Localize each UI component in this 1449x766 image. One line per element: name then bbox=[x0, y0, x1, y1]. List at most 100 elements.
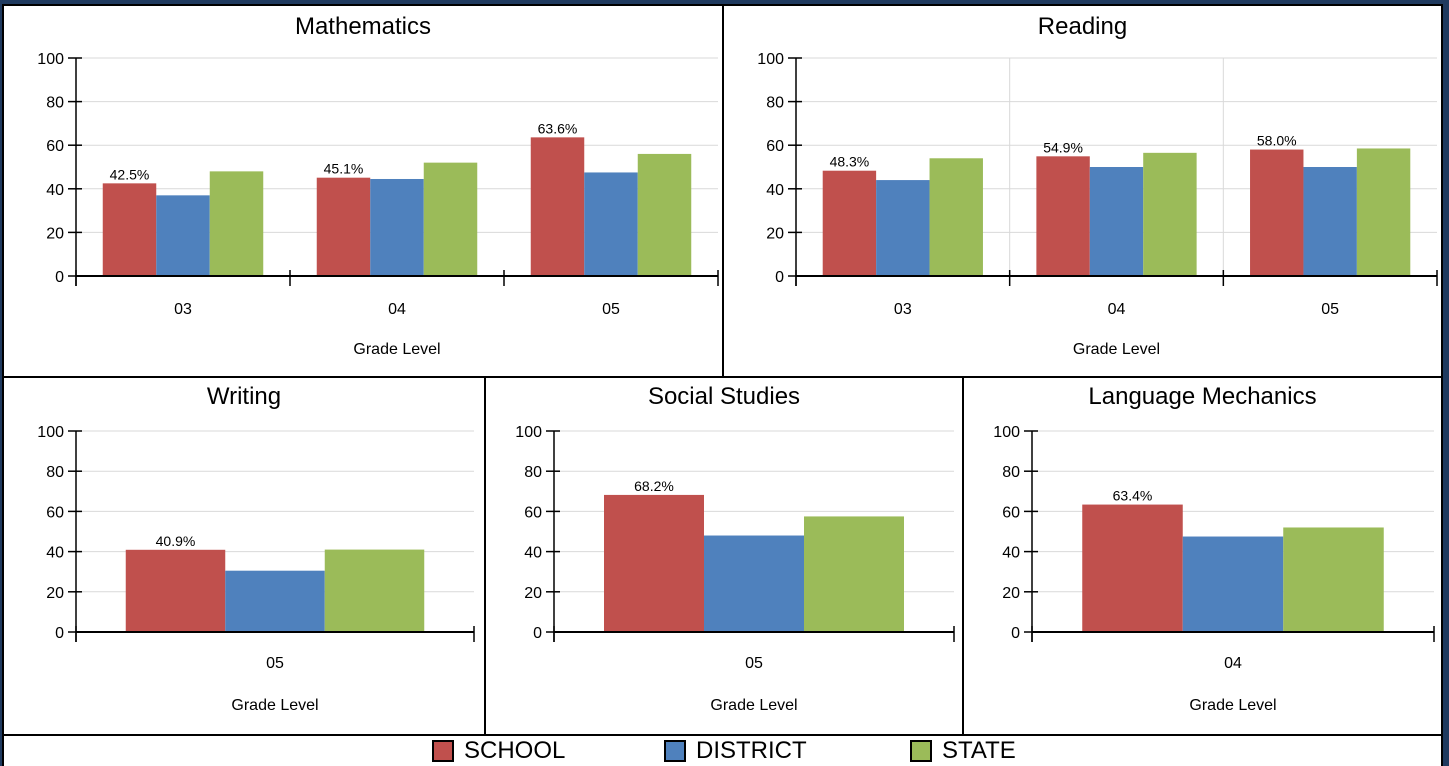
social-studies-y-tick-label: 60 bbox=[524, 504, 542, 521]
social-studies-y-tick-label: 40 bbox=[524, 545, 542, 562]
reading-y-tick-label: 40 bbox=[766, 182, 784, 199]
social-studies-y-tick-label: 80 bbox=[524, 464, 542, 481]
reading-x-tick-label: 03 bbox=[894, 301, 912, 318]
legend-item-state: STATE bbox=[910, 738, 1016, 764]
reading-x-tick-label: 04 bbox=[1108, 301, 1126, 318]
reading-bar-district-03 bbox=[876, 180, 930, 276]
social-studies-data-label-05: 68.2% bbox=[634, 478, 674, 494]
mathematics-bar-school-05 bbox=[530, 137, 585, 276]
reading-data-label-03: 48.3% bbox=[830, 154, 870, 170]
mathematics-bar-state-03 bbox=[209, 171, 264, 276]
writing-x-tick-label: 05 bbox=[266, 655, 284, 672]
reading-bar-school-03 bbox=[822, 170, 877, 276]
mathematics-data-label-04: 45.1% bbox=[324, 161, 364, 177]
social-studies-chart-svg: Social Studies 0 20 40 60 80 100 68.2% 05 Grade L… bbox=[515, 383, 955, 714]
reading-chart-svg: Reading 0 20 40 60 80 100 48.3% 03 54.9% 04 58.0% 05… bbox=[757, 13, 1438, 358]
reading-bar-district-05 bbox=[1303, 167, 1357, 276]
mathematics-chart-title: Mathematics bbox=[295, 13, 431, 40]
mathematics-x-axis-title: Grade Level bbox=[353, 341, 440, 358]
reading-x-tick-label: 05 bbox=[1321, 301, 1339, 318]
mathematics-x-tick-label: 05 bbox=[602, 301, 620, 318]
social-studies-bar-district-05 bbox=[704, 535, 804, 632]
reading-bar-school-05 bbox=[1250, 149, 1304, 276]
mathematics-bar-state-05 bbox=[637, 153, 692, 276]
mathematics-x-tick-label: 04 bbox=[388, 301, 406, 318]
language-mechanics-y-tick-label: 100 bbox=[993, 424, 1020, 441]
mathematics-x-tick-label: 03 bbox=[174, 301, 192, 318]
chart-panel-language-mechanics: Language Mechanics 0 20 40 60 80 100 63.4% 04 Gra… bbox=[962, 376, 1443, 736]
writing-chart-title: Writing bbox=[207, 383, 281, 410]
social-studies-bar-state-05 bbox=[804, 516, 904, 632]
mathematics-bar-school-04 bbox=[316, 177, 371, 276]
language-mechanics-bar-school-04 bbox=[1082, 504, 1183, 632]
mathematics-bar-district-05 bbox=[584, 172, 638, 276]
mathematics-y-tick-label: 80 bbox=[46, 95, 64, 112]
legend-swatch-district bbox=[664, 740, 686, 762]
reading-data-label-04: 54.9% bbox=[1043, 139, 1083, 155]
writing-y-tick-label: 80 bbox=[46, 464, 64, 481]
chart-panel-mathematics: Mathematics 0 20 40 60 80 100 42.5% 03 45.1% 04 63.… bbox=[2, 4, 724, 378]
writing-data-label-05: 40.9% bbox=[156, 533, 196, 549]
language-mechanics-bar-district-04 bbox=[1182, 536, 1284, 632]
social-studies-y-tick-label: 0 bbox=[533, 625, 542, 642]
mathematics-y-tick-label: 100 bbox=[37, 51, 64, 68]
social-studies-x-tick-label: 05 bbox=[745, 655, 763, 672]
chart-panel-writing: Writing 0 20 40 60 80 100 40.9% 05 Grade Level bbox=[2, 376, 486, 736]
language-mechanics-y-tick-label: 80 bbox=[1002, 464, 1020, 481]
mathematics-y-tick-label: 40 bbox=[46, 182, 64, 199]
writing-bar-district-05 bbox=[225, 570, 325, 632]
mathematics-bar-school-03 bbox=[102, 183, 157, 276]
legend-label-district: DISTRICT bbox=[696, 737, 807, 764]
language-mechanics-y-tick-label: 0 bbox=[1011, 625, 1020, 642]
reading-bar-state-04 bbox=[1143, 152, 1197, 276]
reading-bar-school-04 bbox=[1036, 156, 1090, 276]
reading-x-axis-title: Grade Level bbox=[1073, 341, 1160, 358]
writing-x-axis-title: Grade Level bbox=[231, 697, 318, 714]
social-studies-bar-school-05 bbox=[604, 494, 704, 632]
reading-bar-district-04 bbox=[1089, 167, 1144, 276]
language-mechanics-y-tick-label: 40 bbox=[1002, 545, 1020, 562]
legend-swatch-school bbox=[432, 740, 454, 762]
language-mechanics-chart-title: Language Mechanics bbox=[1088, 383, 1316, 410]
reading-y-tick-label: 60 bbox=[766, 138, 784, 155]
legend-item-school: SCHOOL bbox=[432, 738, 565, 764]
reading-data-label-05: 58.0% bbox=[1257, 133, 1297, 149]
language-mechanics-bar-state-04 bbox=[1283, 527, 1384, 632]
legend-item-district: DISTRICT bbox=[664, 738, 807, 764]
writing-y-tick-label: 0 bbox=[55, 625, 64, 642]
writing-y-tick-label: 60 bbox=[46, 504, 64, 521]
writing-chart-svg: Writing 0 20 40 60 80 100 40.9% 05 Grade Level bbox=[37, 383, 475, 714]
mathematics-y-tick-label: 20 bbox=[46, 225, 64, 242]
language-mechanics-chart-svg: Language Mechanics 0 20 40 60 80 100 63.4% 04 Gra… bbox=[993, 383, 1435, 714]
social-studies-chart-title: Social Studies bbox=[648, 383, 800, 410]
reading-y-tick-label: 0 bbox=[775, 269, 784, 286]
writing-y-tick-label: 20 bbox=[46, 585, 64, 602]
mathematics-y-tick-label: 60 bbox=[46, 138, 64, 155]
mathematics-bar-district-04 bbox=[370, 178, 424, 276]
social-studies-x-axis-title: Grade Level bbox=[710, 697, 797, 714]
reading-bar-state-05 bbox=[1356, 148, 1411, 276]
reading-bar-state-03 bbox=[929, 158, 983, 276]
mathematics-bar-state-04 bbox=[423, 162, 478, 276]
writing-y-tick-label: 100 bbox=[37, 424, 64, 441]
language-mechanics-y-tick-label: 20 bbox=[1002, 585, 1020, 602]
writing-bar-state-05 bbox=[324, 549, 425, 632]
mathematics-data-label-05: 63.6% bbox=[538, 120, 578, 136]
legend-swatch-state bbox=[910, 740, 932, 762]
legend-label-state: STATE bbox=[942, 737, 1016, 764]
reading-y-tick-label: 80 bbox=[766, 95, 784, 112]
legend-label-school: SCHOOL bbox=[464, 737, 566, 764]
social-studies-y-tick-label: 100 bbox=[515, 424, 542, 441]
chart-panel-social-studies: Social Studies 0 20 40 60 80 100 68.2% 05 Grade L… bbox=[484, 376, 964, 736]
language-mechanics-x-tick-label: 04 bbox=[1224, 655, 1242, 672]
mathematics-data-label-03: 42.5% bbox=[110, 166, 150, 182]
social-studies-y-tick-label: 20 bbox=[524, 585, 542, 602]
reading-y-tick-label: 20 bbox=[766, 225, 784, 242]
mathematics-chart-svg: Mathematics 0 20 40 60 80 100 42.5% 03 45.1% 04 63.… bbox=[37, 13, 719, 358]
writing-bar-school-05 bbox=[125, 549, 226, 632]
chart-panel-reading: Reading 0 20 40 60 80 100 48.3% 03 54.9% 04 58.0% 05… bbox=[722, 4, 1443, 378]
mathematics-y-tick-label: 0 bbox=[55, 269, 64, 286]
chart-legend: SCHOOL DISTRICT STATE bbox=[2, 734, 1443, 766]
reading-y-tick-label: 100 bbox=[757, 51, 784, 68]
language-mechanics-y-tick-label: 60 bbox=[1002, 504, 1020, 521]
